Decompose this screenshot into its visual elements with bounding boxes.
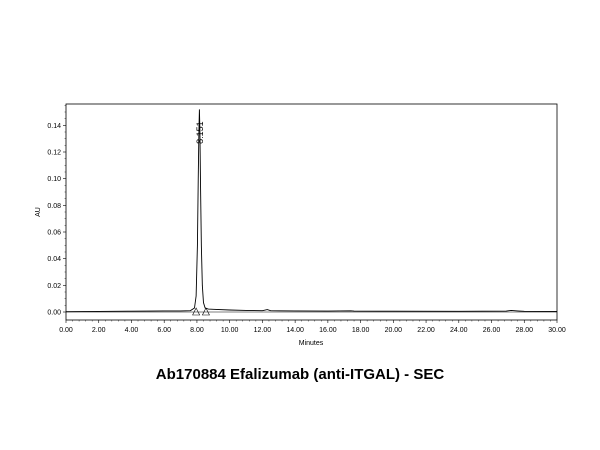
y-tick-label: 0.06	[47, 230, 61, 237]
y-tick-label: 0.10	[47, 176, 61, 183]
x-tick-label: 4.00	[125, 327, 139, 334]
plot-frame	[65, 103, 558, 321]
chart-title: Ab170884 Efalizumab (anti-ITGAL) - SEC	[155, 366, 445, 383]
y-tick-label: 0.04	[47, 256, 61, 263]
x-tick-label: 8.00	[190, 327, 204, 334]
peak-retention-label: 8.151	[195, 121, 205, 144]
peak-marker	[192, 307, 201, 316]
x-tick-label: 24.00	[450, 327, 468, 334]
x-tick-label: 0.00	[59, 327, 73, 334]
x-tick-label: 2.00	[92, 327, 106, 334]
y-axis-ticks: 0.00 0.02 0.04 0.06 0.08 0.10 0.12 0.14	[47, 105, 66, 317]
x-tick-label: 16.00	[319, 327, 337, 334]
x-tick-label: 30.00	[548, 327, 566, 334]
peak-marker	[201, 307, 210, 316]
peak-integration-markers	[192, 307, 210, 316]
x-axis-title: Minutes	[299, 340, 324, 347]
y-tick-label: 0.08	[47, 203, 61, 210]
x-tick-label: 14.00	[286, 327, 304, 334]
chromatogram-trace	[65, 109, 558, 313]
y-tick-label: 0.14	[47, 123, 61, 130]
y-tick-label: 0.12	[47, 150, 61, 157]
y-tick-label: 0.02	[47, 283, 61, 290]
x-tick-label: 18.00	[352, 327, 370, 334]
peak-annotations: 8.151	[195, 121, 205, 144]
x-tick-label: 6.00	[157, 327, 171, 334]
x-tick-label: 10.00	[221, 327, 239, 334]
x-axis-ticks: 0.00 2.00 4.00 6.00 8.00 10.00 12.00 14.00 16.00…	[59, 320, 566, 334]
y-axis-title: AU	[35, 207, 42, 217]
x-tick-label: 22.00	[417, 327, 435, 334]
x-tick-label: 12.00	[254, 327, 272, 334]
y-tick-label: 0.00	[47, 310, 61, 317]
x-tick-label: 20.00	[385, 327, 403, 334]
x-tick-label: 26.00	[483, 327, 501, 334]
x-tick-label: 28.00	[516, 327, 534, 334]
